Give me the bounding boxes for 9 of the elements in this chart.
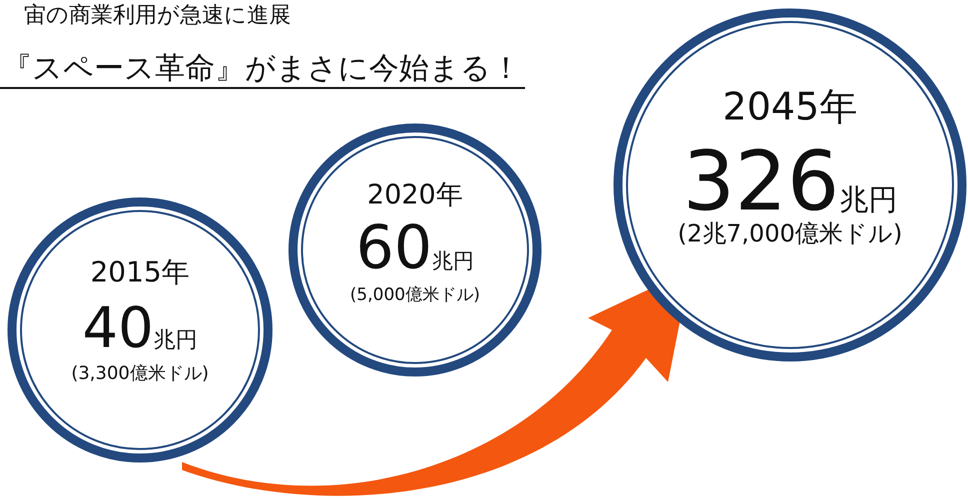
- title: 宙の商業利用が急速に進展: [24, 3, 291, 28]
- text: (5,000億米ドル): [350, 285, 480, 305]
- subtitle: 『スペース革命』がまさに今始まる！: [2, 51, 521, 86]
- text: (3,300億米ドル): [71, 362, 209, 384]
- category-label: 2045年: [722, 84, 858, 129]
- category-label: 2015年: [90, 255, 190, 288]
- data-label: 40兆円: [82, 296, 198, 361]
- data-label: 60兆円: [356, 213, 474, 283]
- category-label: 2020年: [367, 180, 463, 211]
